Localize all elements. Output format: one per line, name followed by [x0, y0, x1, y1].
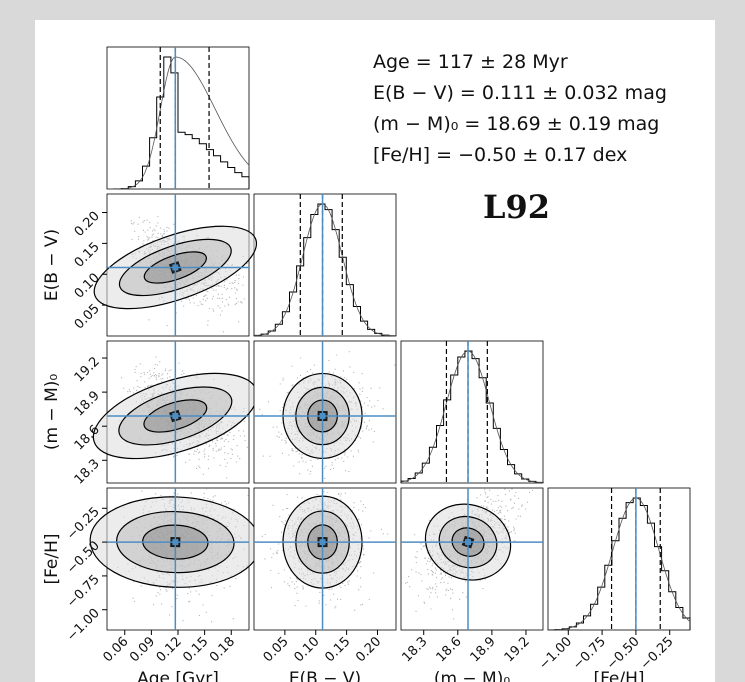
ytick-label-ebv-2: 0.15: [72, 240, 103, 271]
xtick-label-feh-0: −1.00: [536, 634, 575, 673]
hist-curve-feh: [547, 497, 691, 631]
xtick-label-dm-1: 18.6: [434, 634, 465, 665]
xtick-label-dm-2: 18.9: [468, 634, 499, 665]
corner-plot-figure: 0.06 0.09 0.12 0.15 0.18 Age [Gyr] 0.05 0.10 0.1…: [35, 20, 715, 682]
hist-panel-feh: [547, 487, 691, 631]
xtick-label-feh-2: −0.50: [604, 634, 643, 673]
xtick-label-dm-3: 19.2: [502, 634, 533, 665]
xtick-label-feh-3: −0.25: [638, 634, 677, 673]
ytick-label-feh-1: −0.75: [64, 572, 103, 611]
truth-marker-ebv-dm: [319, 412, 326, 419]
ytick-label-ebv-3: 0.20: [72, 209, 103, 240]
hist-curve-age: [106, 56, 250, 190]
cluster-name: L92: [483, 188, 551, 226]
ytick-label-dm-3: 19.2: [72, 354, 103, 385]
metallicity-annotation: [Fe/H] = −0.50 ± 0.17 dex: [373, 144, 628, 166]
truth-marker-age-ebv: [172, 264, 179, 271]
ytick-label-feh-0: −1.00: [64, 606, 103, 645]
hist-curve-ebv: [253, 203, 397, 337]
xtick-label-ebv-1: 0.10: [291, 634, 322, 665]
xtick-label-ebv-2: 0.15: [322, 634, 353, 665]
hist-steps-age: [106, 56, 250, 190]
ebv-annotation: E(B − V) = 0.111 ± 0.032 mag: [373, 82, 667, 104]
yaxis-label-feh: [Fe/H]: [42, 533, 62, 584]
xtick-label-age-1: 0.09: [127, 634, 158, 665]
xtick-label-dm-0: 18.3: [399, 634, 430, 665]
xtick-label-age-4: 0.18: [207, 634, 238, 665]
truth-marker-age-dm: [172, 412, 179, 419]
truth-marker-age-feh: [172, 539, 179, 546]
hist-steps-dm: [400, 350, 544, 483]
distance-modulus-annotation: (m − M)₀ = 18.69 ± 0.19 mag: [373, 113, 660, 135]
xtick-label-age-3: 0.15: [180, 634, 211, 665]
ytick-label-dm-0: 18.3: [72, 457, 103, 488]
hist-panel-dm: [400, 340, 544, 484]
xaxis-label-dm: (m − M)₀: [434, 669, 511, 682]
truth-marker-dm-feh: [465, 539, 472, 546]
age-annotation: Age = 117 ± 28 Myr: [373, 51, 568, 73]
hist-curve-dm: [400, 350, 544, 484]
xaxis-label-ebv: E(B − V): [289, 669, 361, 682]
xaxis-label-feh: [Fe/H]: [593, 669, 644, 682]
xtick-label-age-0: 0.06: [100, 634, 131, 665]
xtick-label-feh-1: −0.75: [570, 634, 609, 673]
ytick-label-dm-2: 18.9: [72, 388, 103, 419]
xtick-label-ebv-0: 0.05: [261, 634, 292, 665]
xaxis-label-age: Age [Gyr]: [137, 669, 219, 682]
yaxis-label-dm: (m − M)₀: [42, 374, 62, 451]
yaxis-label-ebv: E(B − V): [42, 229, 62, 301]
xtick-label-age-2: 0.12: [154, 634, 185, 665]
truth-marker-ebv-feh: [319, 539, 326, 546]
ytick-label-ebv-0: 0.05: [72, 301, 103, 332]
hist-steps-ebv: [253, 203, 397, 337]
hist-panel-ebv: [253, 193, 397, 337]
xtick-label-ebv-3: 0.20: [353, 634, 384, 665]
